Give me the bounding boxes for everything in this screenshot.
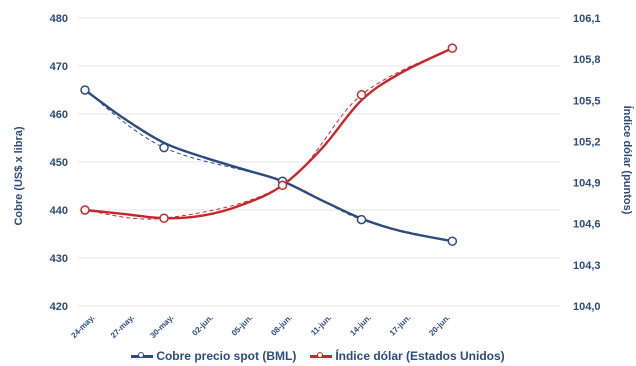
x-tick-label: 02-jun. <box>190 313 215 338</box>
x-tick-label: 05-jun. <box>230 313 255 338</box>
series-marker <box>356 214 367 225</box>
y-right-tick-label: 104,3 <box>573 260 601 272</box>
legend-item-dollar: Índice dólar (Estados Unidos) <box>310 349 505 363</box>
series-trend-line <box>84 89 453 242</box>
legend-swatch-copper <box>131 351 154 358</box>
y-left-tick-label: 420 <box>50 301 68 313</box>
series-marker <box>277 180 288 191</box>
y-left-tick-label: 480 <box>50 13 68 25</box>
right-axis-title: Índice dólar (puntos) <box>621 106 634 215</box>
left-axis-ticks: 420 430 440 450 460 470 480 <box>50 13 68 313</box>
y-right-tick-label: 104,6 <box>573 219 601 231</box>
y-right-tick-label: 104,9 <box>573 178 601 190</box>
x-tick-label: 14-jun. <box>348 313 373 338</box>
y-left-tick-label: 460 <box>50 109 68 121</box>
series-line <box>84 47 453 220</box>
legend-swatch-dollar <box>310 351 333 358</box>
y-left-tick-label: 440 <box>50 205 68 217</box>
y-left-tick-label: 450 <box>50 157 68 169</box>
y-right-tick-label: 104,0 <box>573 301 601 313</box>
x-tick-label: 20-jun. <box>427 313 452 338</box>
gridlines <box>78 17 560 307</box>
series-marker <box>159 213 169 223</box>
y-right-tick-label: 105,2 <box>573 136 601 148</box>
x-tick-label: 27-may. <box>109 313 136 340</box>
y-right-tick-label: 105,5 <box>573 95 601 107</box>
y-right-tick-label: 105,8 <box>573 54 601 66</box>
y-left-tick-label: 430 <box>50 253 68 265</box>
chart-legend: Cobre precio spot (BML) Índice dólar (Es… <box>0 346 636 366</box>
series-marker <box>447 43 458 53</box>
legend-label-copper: Cobre precio spot (BML) <box>156 349 297 363</box>
series-marker <box>80 205 90 215</box>
series-lines <box>80 43 458 246</box>
x-tick-label: 11-jun. <box>309 313 333 337</box>
x-tick-label: 30-may. <box>148 313 175 340</box>
right-axis-ticks: 104,0 104,3 104,6 104,9 105,2 105,5 105,8 106,1 <box>573 13 601 313</box>
series-marker <box>356 90 367 100</box>
series-marker <box>447 236 458 246</box>
x-axis-ticks: 24-may. 27-may. 30-may. 02-jun. 05-jun. 08-ju… <box>69 313 452 340</box>
legend-label-dollar: Índice dólar (Estados Unidos) <box>335 349 505 363</box>
x-tick-label: 17-jun. <box>388 313 413 338</box>
y-left-tick-label: 470 <box>50 61 68 73</box>
x-tick-label: 24-may. <box>69 313 96 340</box>
series-marker <box>80 85 90 95</box>
x-tick-label: 08-jun. <box>269 313 294 338</box>
series-marker <box>159 142 169 153</box>
series-line <box>84 89 453 243</box>
y-right-tick-label: 106,1 <box>573 13 601 25</box>
left-axis-title: Cobre (US$ x libra) <box>13 126 25 225</box>
legend-item-copper: Cobre precio spot (BML) <box>131 349 296 363</box>
